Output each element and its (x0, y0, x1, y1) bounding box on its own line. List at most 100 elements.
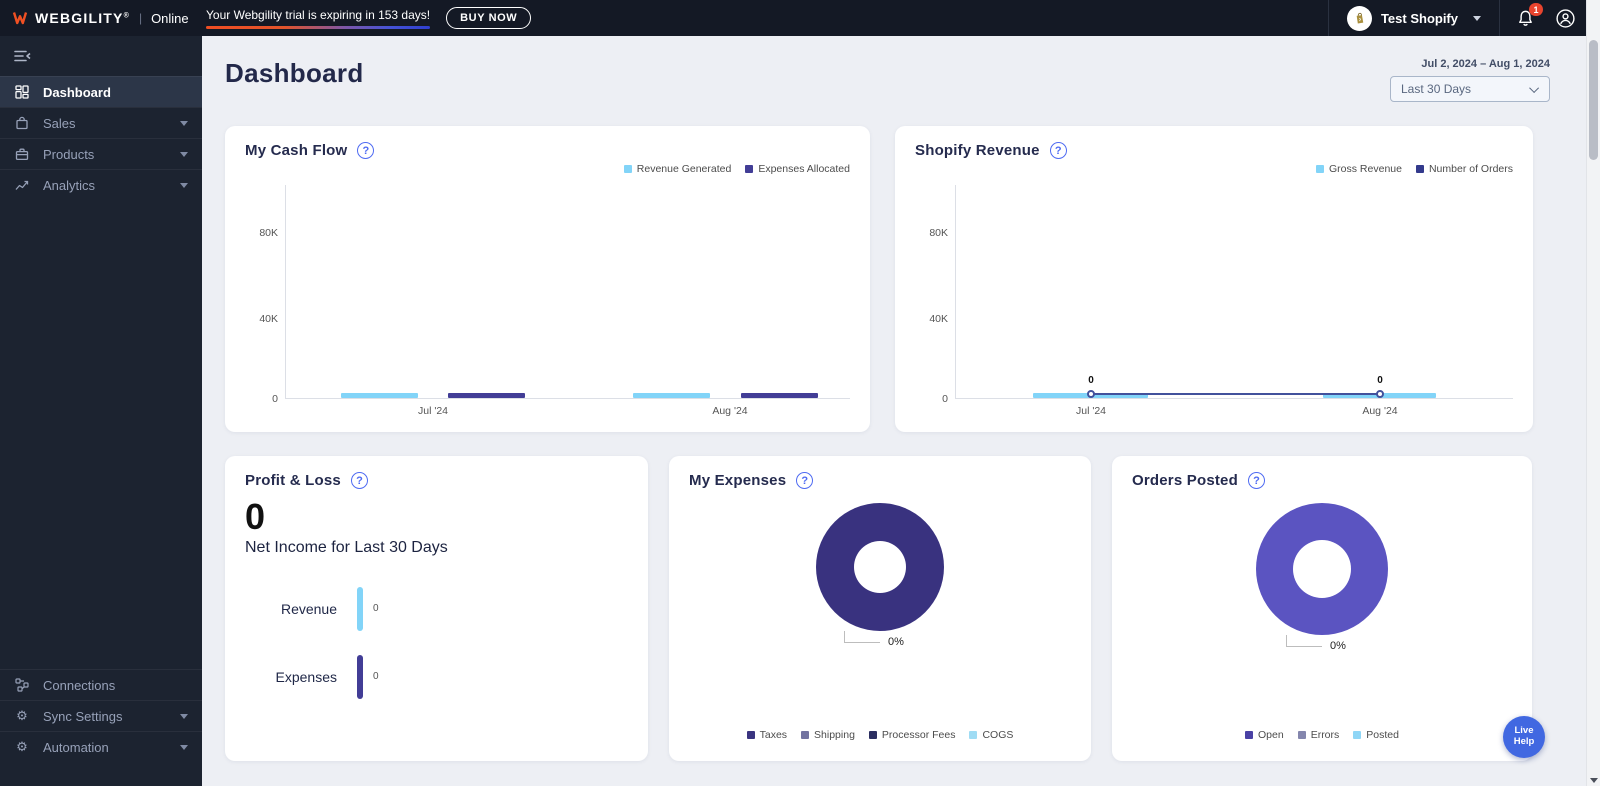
percent-label: 0% (1330, 640, 1346, 652)
y-axis-tick: 80K (929, 227, 948, 239)
account-switcher[interactable]: Test Shopify (1329, 0, 1499, 36)
card-my-expenses: My Expenses ? 0% Taxes S (669, 456, 1091, 761)
orders-point-jul[interactable] (1087, 390, 1095, 398)
bar-expenses-jul[interactable] (448, 393, 525, 398)
donut-callout: 0% (1242, 635, 1402, 659)
sidebar-item-label: Products (43, 146, 95, 162)
live-help-label-line2: Help (1513, 736, 1535, 747)
x-axis-line (956, 398, 1513, 399)
legend-swatch (1297, 731, 1306, 739)
sidebar-item-label: Analytics (43, 177, 96, 193)
x-axis-tick: Aug '24 (712, 405, 748, 417)
trial-expiry-text: Your Webgility trial is expiring in 153 … (206, 7, 431, 22)
registered-mark: ® (123, 12, 130, 20)
y-axis-tick: 40K (259, 313, 278, 325)
legend-label: Errors (1310, 729, 1340, 741)
page-title: Dashboard (225, 58, 364, 88)
bar-revenue-jul[interactable] (341, 393, 418, 398)
pl-row-expenses: Expenses 0 (245, 654, 628, 699)
card-title: Shopify Revenue (915, 142, 1040, 159)
brand-block: WEBGILITY® | Online (0, 10, 202, 26)
sidebar-item-connections[interactable]: Connections (0, 669, 202, 700)
expenses-donut-chart[interactable] (816, 503, 944, 631)
account-name-label: Test Shopify (1380, 10, 1458, 26)
collapse-menu-icon (14, 50, 31, 62)
sidebar-item-products[interactable]: Products (0, 138, 202, 169)
pl-row-label: Revenue (280, 600, 337, 617)
vertical-scrollbar[interactable] (1586, 0, 1600, 786)
bell-icon (1519, 10, 1532, 26)
donut-hole (854, 541, 906, 593)
webgility-logo-icon (12, 12, 28, 25)
card-my-cash-flow: My Cash Flow ? Revenue Generated Expense… (225, 126, 870, 432)
trial-banner: Your Webgility trial is expiring in 153 … (206, 7, 431, 29)
bar-expenses-aug[interactable] (741, 393, 818, 398)
point-value-label: 0 (1377, 375, 1383, 386)
help-icon[interactable]: ? (350, 472, 368, 489)
legend-label: Expenses Allocated (758, 163, 850, 175)
sidebar-collapse-button[interactable] (14, 49, 31, 63)
notifications-button[interactable]: 1 (1500, 0, 1551, 36)
analytics-chart-icon (14, 177, 30, 193)
user-menu-button[interactable] (1551, 0, 1586, 36)
orders-point-aug[interactable] (1376, 390, 1384, 398)
sidebar: Dashboard Sales Products A (0, 36, 202, 786)
legend-swatch (746, 731, 755, 739)
pl-revenue-bar[interactable] (357, 586, 363, 631)
legend-swatch (1353, 731, 1362, 739)
bar-revenue-aug[interactable] (633, 393, 710, 398)
sidebar-item-sales[interactable]: Sales (0, 107, 202, 138)
percent-label: 0% (888, 636, 904, 648)
sidebar-item-dashboard[interactable]: Dashboard (0, 76, 202, 107)
live-help-button[interactable]: Live Help (1503, 716, 1545, 758)
sidebar-item-analytics[interactable]: Analytics (0, 169, 202, 200)
help-icon[interactable]: ? (1049, 142, 1067, 159)
scrollbar-thumb[interactable] (1589, 40, 1598, 160)
user-icon (1556, 8, 1575, 28)
briefcase-icon (14, 146, 30, 162)
y-axis-tick: 40K (929, 313, 948, 325)
date-range-select[interactable]: Last 30 Days (1390, 76, 1550, 102)
card-orders-posted: Orders Posted ? 0% Open (1112, 456, 1532, 761)
date-range-select-value: Last 30 Days (1401, 82, 1472, 96)
legend-swatch (868, 731, 877, 739)
help-icon[interactable]: ? (1247, 472, 1265, 489)
legend-swatch (801, 731, 810, 739)
chevron-down-icon (180, 151, 188, 157)
brand-separator: | (138, 11, 143, 25)
card-profit-loss: Profit & Loss ? 0 Net Income for Last 30… (225, 456, 648, 761)
pl-row-revenue: Revenue 0 (245, 586, 628, 631)
donut-callout: 0% (800, 631, 960, 655)
pl-row-value: 0 (373, 671, 379, 683)
pl-expenses-bar[interactable] (357, 654, 363, 699)
card-title: Profit & Loss (245, 472, 341, 489)
sidebar-item-sync-settings[interactable]: ⚙ Sync Settings (0, 700, 202, 731)
scrollbar-down-arrow[interactable] (1590, 778, 1598, 783)
legend-label: Open (1258, 729, 1284, 741)
x-axis-line (286, 398, 850, 399)
callout-line (844, 631, 880, 643)
orders-donut-chart[interactable] (1256, 503, 1388, 635)
y-axis-tick: 0 (942, 393, 948, 405)
x-axis-tick: Jul '24 (417, 405, 449, 417)
buy-now-button[interactable]: BUY NOW (446, 7, 532, 29)
legend-label: Gross Revenue (1329, 163, 1402, 175)
main-content: Dashboard Jul 2, 2024 – Aug 1, 2024 Last… (202, 36, 1600, 786)
cash-flow-legend: Revenue Generated Expenses Allocated (245, 163, 850, 175)
legend-label: Revenue Generated (636, 163, 732, 175)
donut-hole (1293, 540, 1351, 598)
help-icon[interactable]: ? (357, 142, 375, 159)
card-title: My Expenses (689, 472, 787, 489)
help-icon[interactable]: ? (796, 472, 814, 489)
legend-label: Taxes (759, 729, 788, 741)
topbar-right: Test Shopify 1 (1327, 0, 1586, 36)
sidebar-item-automation[interactable]: ⚙ Automation (0, 731, 202, 762)
sidebar-spacer (0, 200, 202, 669)
shopify-store-avatar (1346, 5, 1372, 31)
sidebar-item-label: Dashboard (43, 84, 111, 100)
orders-legend: Open Errors Posted (1132, 729, 1512, 741)
chevron-down-icon (180, 744, 188, 750)
chevron-down-icon (1529, 82, 1540, 93)
legend-swatch (745, 165, 754, 173)
